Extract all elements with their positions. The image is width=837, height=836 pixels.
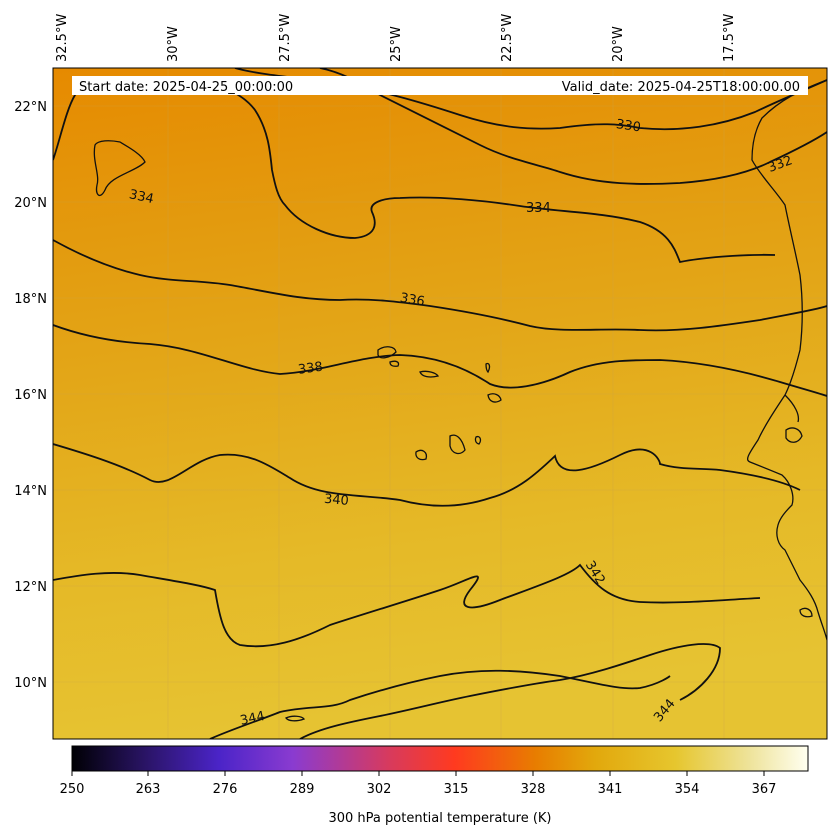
- contour-336: [53, 239, 827, 332]
- colorbar-tick-label: 302: [367, 782, 392, 797]
- contour-label: 334: [526, 201, 551, 216]
- valid-date-label: Valid_date: 2025-04-25T18:00:00.00: [562, 80, 800, 95]
- colorbar-tick-label: 341: [598, 782, 623, 797]
- longitude-labels: 32.5°W 30°W 27.5°W 25°W 22.5°W 20°W 17.5…: [55, 14, 737, 62]
- lat-label: 18°N: [14, 292, 47, 307]
- contour-label: 330: [615, 117, 642, 135]
- lon-label: 25°W: [389, 26, 404, 62]
- start-date-label: Start date: 2025-04-25_00:00:00: [79, 80, 293, 95]
- lat-label: 20°N: [14, 196, 47, 211]
- colorbar-tick-label: 367: [752, 782, 777, 797]
- map-frame: [52, 67, 828, 740]
- lat-label: 22°N: [14, 100, 47, 115]
- header-box: [72, 76, 808, 95]
- colorbar-title: 300 hPa potential temperature (K): [328, 811, 551, 826]
- colorbar-tick-label: 328: [521, 782, 546, 797]
- colorbar: 250 263 276 289 302 315 328 341 354 367 …: [60, 745, 809, 826]
- coastlines: [93, 79, 827, 722]
- colorbar-gradient: [71, 745, 809, 772]
- lon-label: 27.5°W: [278, 14, 293, 62]
- island-shape: [474, 435, 482, 445]
- contour-label: 336: [399, 291, 426, 310]
- lon-label: 22.5°W: [500, 14, 515, 62]
- contour-label-group: 330 332 334 334 336 338 340 342 344 344: [128, 117, 795, 729]
- lon-label: 32.5°W: [55, 14, 70, 62]
- lon-label: 20°W: [611, 26, 626, 62]
- coast-islets: [799, 607, 813, 618]
- contour-340: [53, 443, 801, 507]
- island-shape: [415, 449, 428, 461]
- contour-332: [319, 68, 827, 185]
- lat-label: 14°N: [14, 484, 47, 499]
- island-shape: [389, 360, 400, 367]
- lon-label: 17.5°W: [722, 14, 737, 62]
- colorbar-tick-label: 263: [136, 782, 161, 797]
- map-gridlines: [53, 68, 827, 739]
- contour-label: 340: [323, 492, 349, 509]
- island-shape: [485, 362, 491, 374]
- island-shape: [93, 140, 146, 197]
- temperature-field: [53, 68, 827, 739]
- colorbar-tick-label: 315: [444, 782, 469, 797]
- africa-coastline: [747, 79, 827, 641]
- colorbar-tick-label: 276: [213, 782, 238, 797]
- coast-inlet: [785, 427, 803, 443]
- contour-label: 344: [239, 709, 266, 729]
- island-shape: [449, 434, 466, 455]
- island-shape: [487, 393, 502, 403]
- contour-label: 334: [128, 187, 155, 207]
- island-shape: [377, 346, 397, 359]
- lat-label: 10°N: [14, 676, 47, 691]
- colorbar-ticks: [71, 771, 765, 776]
- contour-344: [209, 643, 721, 739]
- map-area: 330 332 334 334 336 338 340 342 344 344 …: [52, 67, 828, 740]
- island-shape: [419, 370, 440, 378]
- lat-label: 16°N: [14, 388, 47, 403]
- island-shape: [285, 715, 305, 722]
- lat-label: 12°N: [14, 580, 47, 595]
- colorbar-tick-label: 354: [675, 782, 700, 797]
- contour-342: [53, 563, 761, 648]
- colorbar-tick-label: 289: [290, 782, 315, 797]
- lon-label: 30°W: [166, 26, 181, 62]
- contour-label: 338: [297, 360, 324, 378]
- colorbar-tick-label: 250: [60, 782, 85, 797]
- latitude-labels: 22°N 20°N 18°N 16°N 14°N 12°N 10°N: [14, 100, 47, 691]
- contour-338: [53, 324, 827, 397]
